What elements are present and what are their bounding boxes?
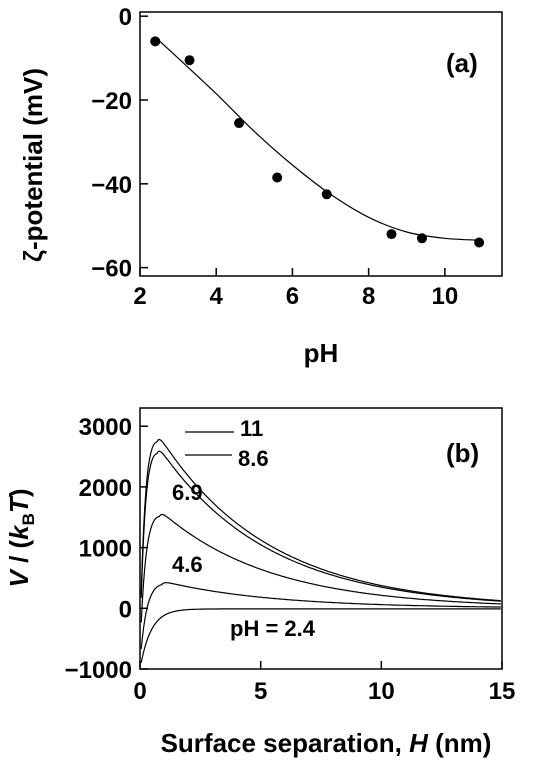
series-line [140, 513, 501, 623]
x-tick-label: 8 [362, 283, 375, 310]
x-tick-label: 2 [133, 283, 146, 310]
data-point [184, 55, 195, 66]
x-tick-label: 0 [133, 678, 146, 705]
x-tick-label: 5 [254, 678, 267, 705]
data-point [234, 118, 245, 129]
series-line [140, 450, 501, 602]
x-tick-label: 15 [489, 678, 516, 705]
panel-a-frame [139, 11, 503, 277]
zeta-data-points [150, 36, 485, 248]
x-tick-label: 6 [286, 283, 299, 310]
y-tick-label: 2000 [79, 475, 132, 502]
potential-curves [140, 438, 501, 663]
y-tick-label: −40 [91, 172, 132, 199]
data-point [416, 233, 427, 244]
zeta-fit-curve [154, 36, 483, 241]
x-tick-label: 4 [210, 283, 224, 310]
panel-b-label: (b) [446, 438, 479, 468]
x-tick-label: 10 [431, 283, 458, 310]
panel-a-xlabel: pH [304, 338, 339, 368]
y-tick-label: 0 [119, 4, 132, 31]
series-label: 8.6 [238, 446, 269, 471]
panel-b-ylabel: V / (kBT) [4, 489, 38, 588]
data-point [321, 189, 332, 200]
panel-a: 2 4 6 8 10 0 −20 −40 −60 (a) pH ζ-potential (mV) [18, 4, 503, 368]
x-tick-label: 10 [368, 678, 395, 705]
potential-curve-labels: 11 8.6 6.9 4.6 pH = 2.4 [172, 416, 316, 641]
panel-a-label: (a) [446, 48, 478, 78]
y-tick-label: 3000 [79, 414, 132, 441]
data-point [386, 229, 397, 240]
panel-a-ylabel: ζ-potential (mV) [18, 68, 48, 262]
data-point [474, 237, 485, 248]
series-line [140, 608, 501, 663]
data-point [150, 36, 161, 47]
panel-a-ticks: 2 4 6 8 10 0 −20 −40 −60 [91, 4, 458, 310]
series-label: 4.6 [172, 552, 203, 577]
y-tick-label: −1000 [65, 657, 132, 684]
panel-b-xlabel: Surface separation, H (nm) [161, 728, 492, 758]
y-tick-label: 0 [119, 596, 132, 623]
series-line [140, 438, 501, 602]
series-line [140, 582, 501, 650]
series-label: 11 [240, 416, 263, 441]
panel-b-frame [139, 407, 503, 670]
y-tick-label: −20 [91, 88, 132, 115]
y-tick-label: 1000 [79, 536, 132, 563]
series-label: 6.9 [172, 480, 203, 505]
series-label: pH = 2.4 [230, 616, 316, 641]
data-point [272, 172, 283, 183]
y-tick-label: −60 [91, 256, 132, 283]
